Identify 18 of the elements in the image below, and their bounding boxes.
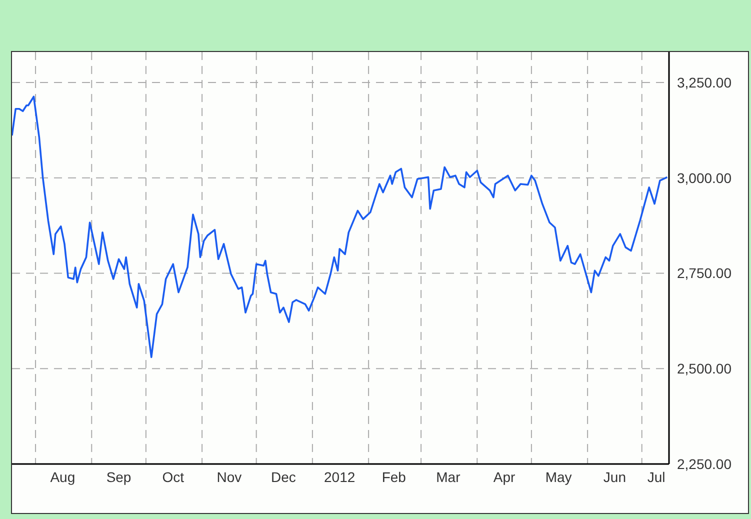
x-tick-label: Nov [216,468,242,485]
y-tick-label: 3,250.00 [677,74,732,90]
line-series [12,96,668,358]
x-tick-label: Sep [106,468,132,485]
x-tick-label: Jun [603,468,626,485]
x-tick-label: Aug [50,468,76,485]
x-tick-label: Mar [436,468,461,485]
y-tick-label: 2,500.00 [677,360,732,377]
x-tick-label: Oct [162,468,184,485]
x-tick-label: Dec [271,468,296,485]
x-tick-label: Jul [647,468,666,485]
x-tick-label: 2012 [324,468,356,485]
x-tick-label: Feb [382,468,406,485]
x-tick-label: Apr [493,468,516,485]
y-tick-label: 2,750.00 [677,265,732,282]
y-tick-label: 3,000.00 [677,170,732,186]
y-tick-label: 2,250.00 [677,456,732,472]
x-tick-label: May [545,468,572,485]
